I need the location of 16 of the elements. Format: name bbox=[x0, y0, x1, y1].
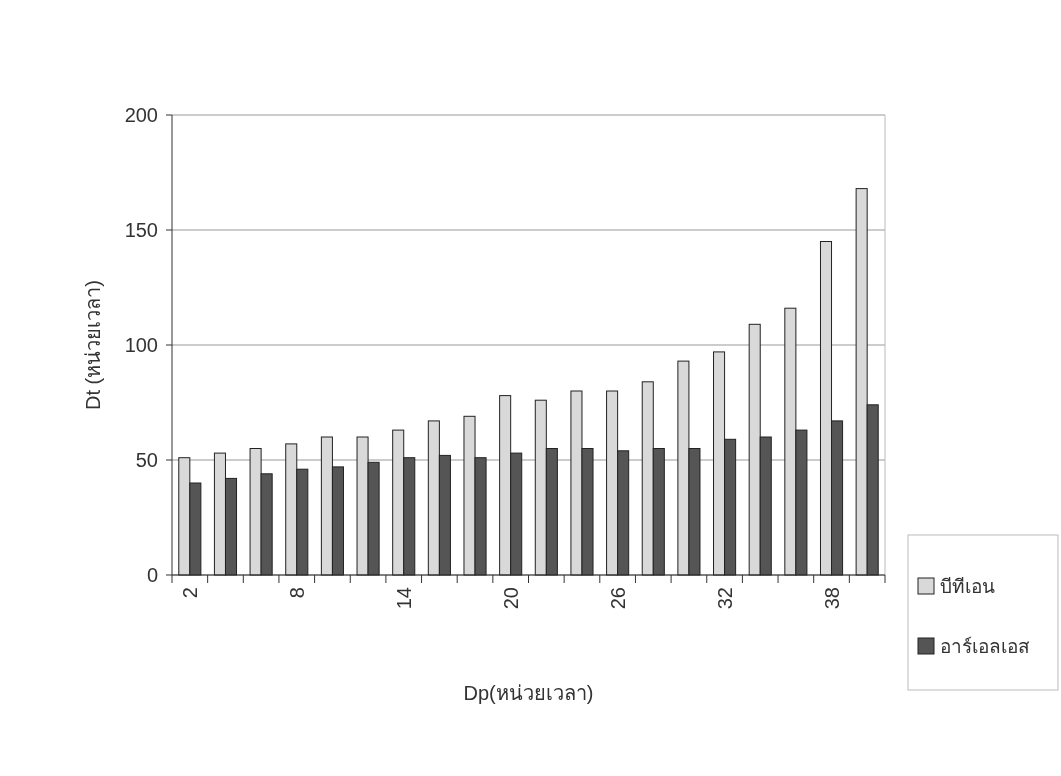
x-tick-label: 20 bbox=[499, 587, 522, 610]
y-tick-label: 150 bbox=[124, 219, 158, 241]
y-tick-label: 200 bbox=[124, 104, 158, 126]
x-axis-title: Dp(หน่วยเวลา) bbox=[463, 682, 594, 704]
x-tick-label: 8 bbox=[285, 587, 308, 599]
y-tick-label: 50 bbox=[135, 449, 158, 471]
y-axis-title: Dt (หน่วยเวลา) bbox=[82, 280, 104, 410]
x-tick-label: 14 bbox=[392, 587, 415, 610]
y-tick-label: 0 bbox=[146, 564, 158, 586]
x-tick-label: 2 bbox=[178, 587, 201, 599]
legend-label: บีทีเอน bbox=[940, 575, 995, 597]
x-tick-label: 32 bbox=[713, 587, 736, 610]
legend-label: อาร์เอลเอส bbox=[940, 635, 1030, 657]
x-tick-label: 26 bbox=[606, 587, 629, 610]
x-tick-label: 38 bbox=[820, 587, 843, 610]
y-tick-label: 100 bbox=[124, 334, 158, 356]
